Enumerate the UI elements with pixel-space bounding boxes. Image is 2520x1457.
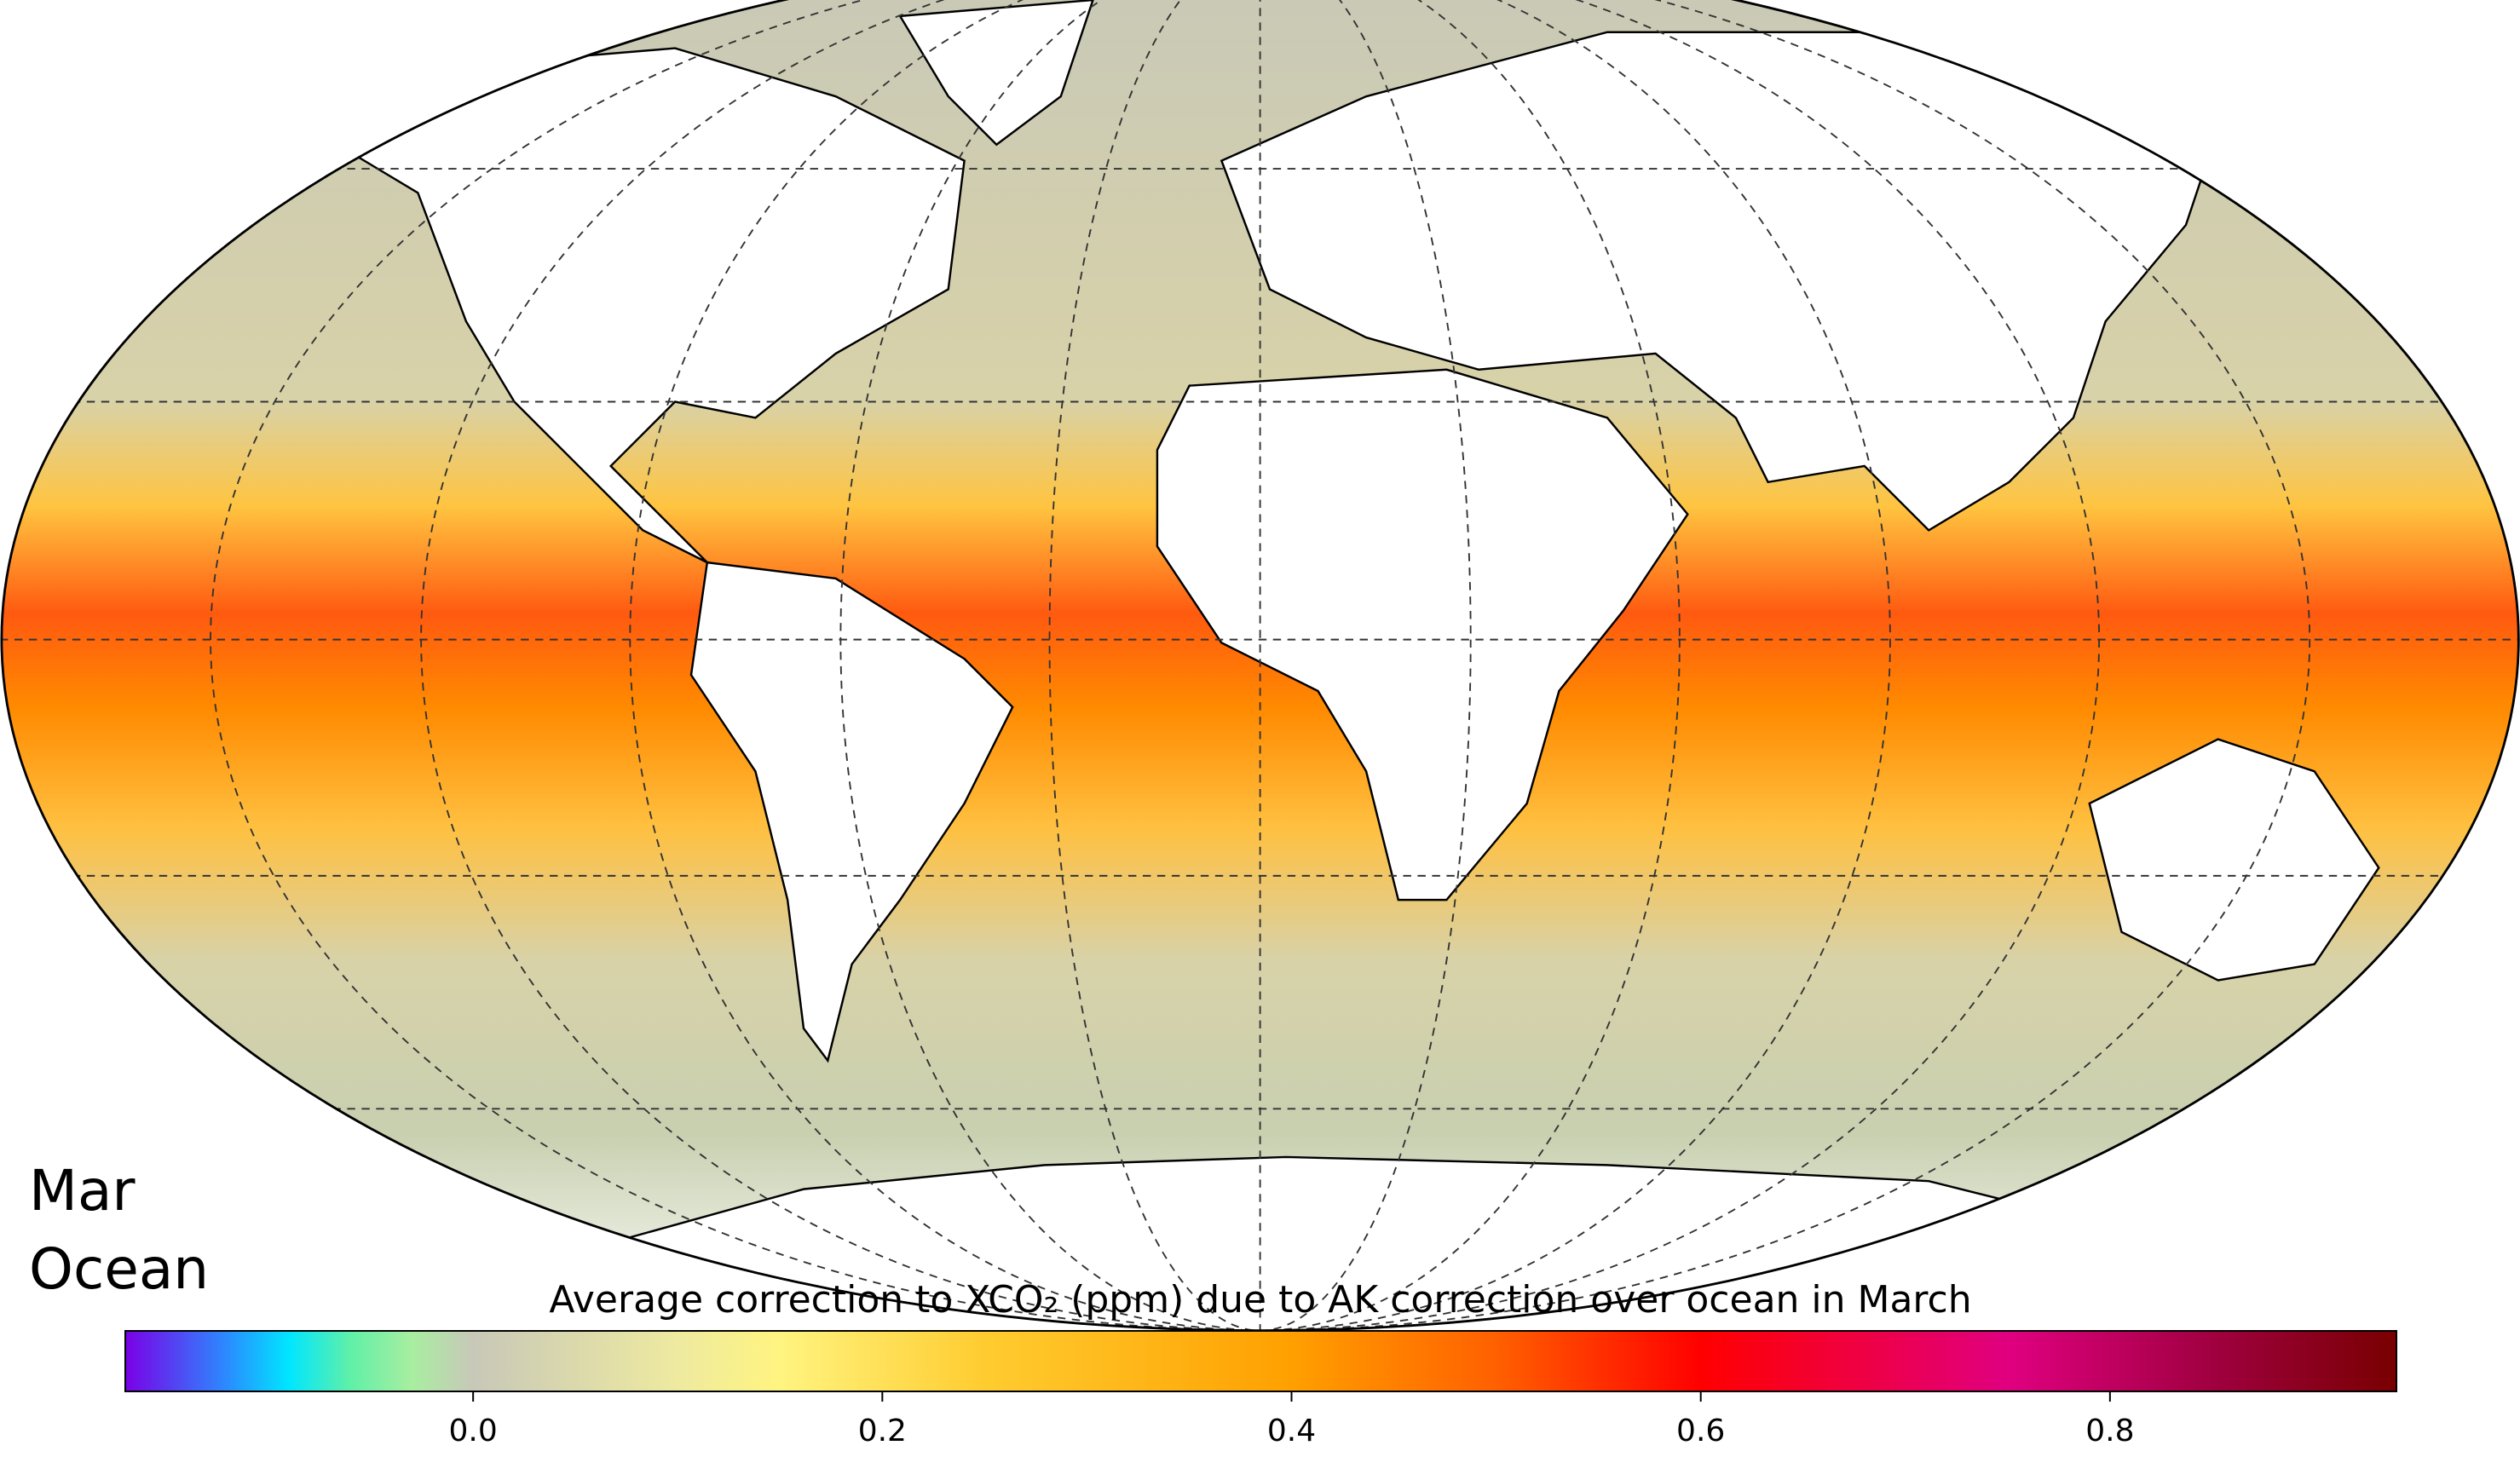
colorbar-tick-label: 0.4: [1267, 1414, 1316, 1448]
colorbar: [124, 1330, 2397, 1392]
land: [336, 0, 2380, 1331]
domain-label: Ocean: [29, 1236, 209, 1302]
colorbar-tick-label: 0.0: [449, 1414, 498, 1448]
colorbar-title: Average correction to XCO₂ (ppm) due to …: [549, 1278, 1971, 1322]
graticule: [1, 0, 2519, 1331]
month-label: Mar: [29, 1158, 136, 1224]
colorbar-tick-label: 0.2: [858, 1414, 907, 1448]
colorbar-tick-label: 0.8: [2085, 1414, 2134, 1448]
colorbar-tick-label: 0.6: [1676, 1414, 1725, 1448]
